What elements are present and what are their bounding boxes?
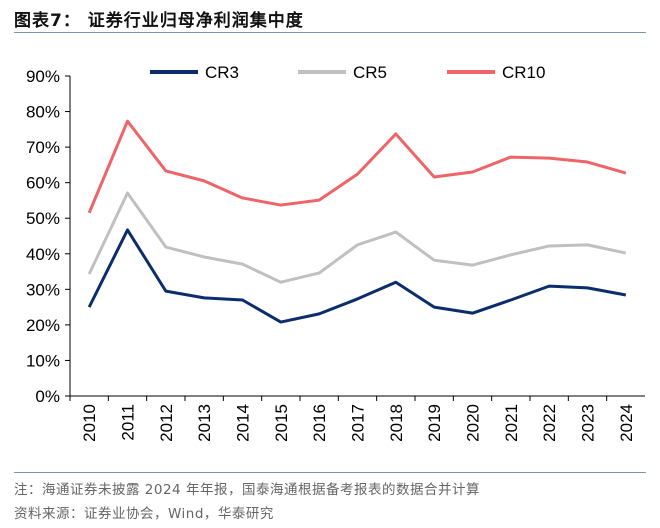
y-tick-label: 10% xyxy=(26,351,60,370)
legend-label-cr3: CR3 xyxy=(205,63,239,82)
figure-title: 图表7： 证券行业归母净利润集中度 xyxy=(14,11,304,31)
x-tick-label: 2012 xyxy=(157,404,176,442)
x-tick-label: 2016 xyxy=(310,404,329,442)
x-tick-label: 2019 xyxy=(425,404,444,442)
x-tick-label: 2020 xyxy=(464,404,483,442)
y-tick-label: 40% xyxy=(26,245,60,264)
x-tick-label: 2017 xyxy=(349,404,368,442)
y-tick-label: 0% xyxy=(35,387,60,406)
y-tick-label: 90% xyxy=(26,67,60,86)
x-tick-label: 2010 xyxy=(80,404,99,442)
y-tick-label: 80% xyxy=(26,103,60,122)
x-tick-label: 2011 xyxy=(119,404,138,441)
x-tick-label: 2015 xyxy=(272,404,291,442)
x-tick-label: 2022 xyxy=(540,404,559,442)
series-line-cr5 xyxy=(87,191,627,284)
title-divider xyxy=(14,32,646,33)
footnote: 注：海通证券未披露 2024 年年报，国泰海通根据备考报表的数据合并计算 xyxy=(14,482,480,498)
y-tick-label: 30% xyxy=(26,280,60,299)
x-tick-label: 2021 xyxy=(502,404,521,442)
x-tick-label: 2018 xyxy=(387,404,406,442)
source-note: 资料来源：证券业协会，Wind，华泰研究 xyxy=(14,506,274,522)
series-line-cr10 xyxy=(87,119,627,214)
legend-label-cr5: CR5 xyxy=(353,63,387,82)
series-line-cr3 xyxy=(87,228,627,324)
y-tick-label: 50% xyxy=(26,209,60,228)
x-tick-label: 2024 xyxy=(617,404,636,442)
footer-divider xyxy=(14,472,646,473)
y-tick-label: 20% xyxy=(26,316,60,335)
legend-label-cr10: CR10 xyxy=(502,63,545,82)
y-tick-label: 70% xyxy=(26,138,60,157)
x-tick-label: 2023 xyxy=(579,404,598,442)
line-chart: 0% 10% 20% 30% 40% 50% 60% 70% 80% 90% 2010 2011 201… xyxy=(26,63,645,442)
x-tick-label: 2013 xyxy=(195,404,214,442)
x-tick-label: 2014 xyxy=(234,404,253,442)
y-tick-label: 60% xyxy=(26,174,60,193)
